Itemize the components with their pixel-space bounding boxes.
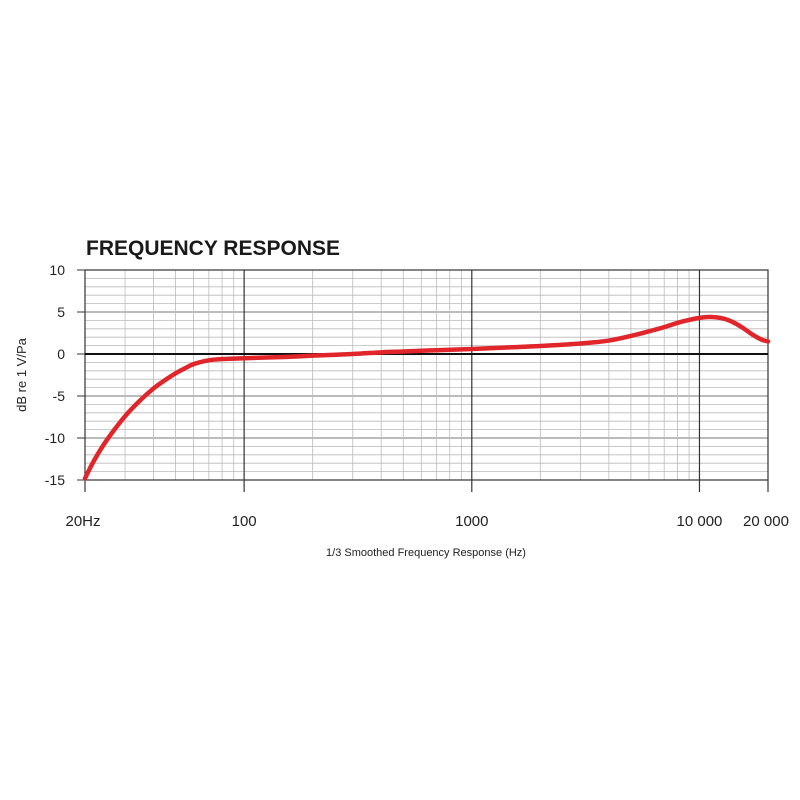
y-tick-label: 0 [57, 346, 65, 362]
chart-title: FREQUENCY RESPONSE [86, 237, 340, 260]
y-tick-label: -10 [45, 430, 65, 446]
y-axis-ticks: 10 5 0 -5 -10 -15 [45, 262, 85, 488]
x-axis-ticks: 20Hz 100 1000 10 000 20 000 [65, 480, 789, 530]
x-tick-label: 1000 [455, 513, 488, 530]
plot-frame [84, 269, 769, 481]
x-tick-label: 10 000 [677, 513, 723, 530]
y-tick-label: 5 [57, 304, 65, 320]
x-tick-label: 20 000 [743, 513, 789, 530]
y-axis-label: dB re 1 V/Pa [14, 337, 29, 411]
x-axis-label: 1/3 Smoothed Frequency Response (Hz) [326, 547, 526, 559]
x-tick-label: 100 [232, 513, 257, 530]
grid [84, 269, 769, 481]
frequency-response-series-line [82, 314, 771, 481]
x-tick-label: 20Hz [65, 513, 100, 530]
y-tick-label: -5 [53, 388, 66, 404]
y-tick-label: -15 [45, 472, 65, 488]
y-tick-label: 10 [49, 262, 65, 278]
